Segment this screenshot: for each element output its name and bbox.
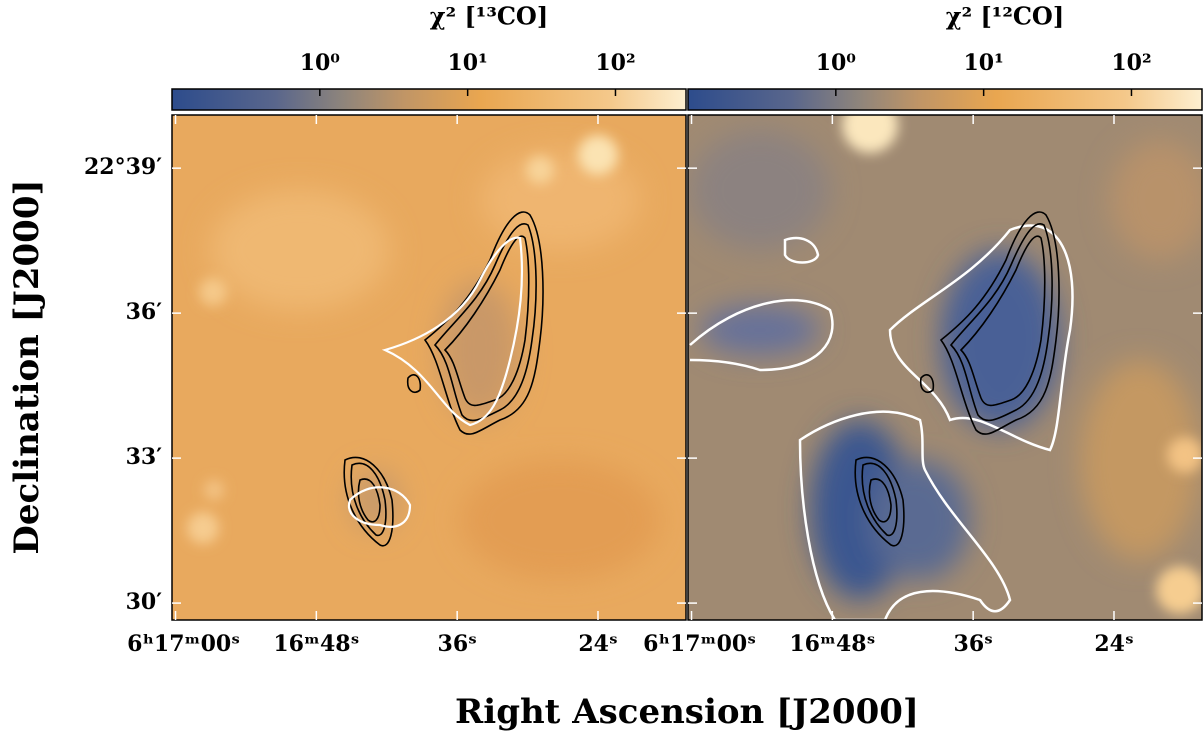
x-tick-label: 24ˢ [578,631,617,657]
y-tick-label: 36′ [126,299,163,325]
y-axis-label: Declination [J2000] [7,179,47,554]
colorbar [171,88,687,111]
contours [343,211,1060,547]
colorbar [687,88,1203,111]
map-left [172,115,686,620]
y-tick-label: 22°39′ [84,154,162,180]
panel-frame [171,114,687,621]
map-right [688,115,1202,620]
x-tick-label: 16ᵐ48ˢ [273,631,359,657]
colorbar-tick-label: 10² [595,50,635,76]
colorbar-title: χ² [¹²CO] [946,2,1064,31]
x-tick-label: 16ᵐ48ˢ [789,631,875,657]
colorbar-tick-label: 10⁰ [300,50,341,76]
y-tick-label: 33′ [126,444,163,470]
x-tick-label: 36ˢ [954,631,993,657]
x-tick-label: 24ˢ [1094,631,1133,657]
x-tick-label: 36ˢ [438,631,477,657]
colorbar-tick-label: 10¹ [964,50,1004,76]
x-axis-label: Right Ascension [J2000] [455,692,919,732]
y-tick-label: 30′ [126,589,163,615]
colorbar-tick-label: 10¹ [448,50,488,76]
x-tick-label: 6ʰ17ᵐ00ˢ [127,631,240,657]
colorbar-tick-label: 10² [1111,50,1151,76]
contours-white [347,236,524,528]
panel-frame [687,114,1203,621]
x-tick-label: 6ʰ17ᵐ00ˢ [643,631,756,657]
colorbar-tick-label: 10⁰ [816,50,857,76]
colorbar-title: χ² [¹³CO] [430,2,548,31]
